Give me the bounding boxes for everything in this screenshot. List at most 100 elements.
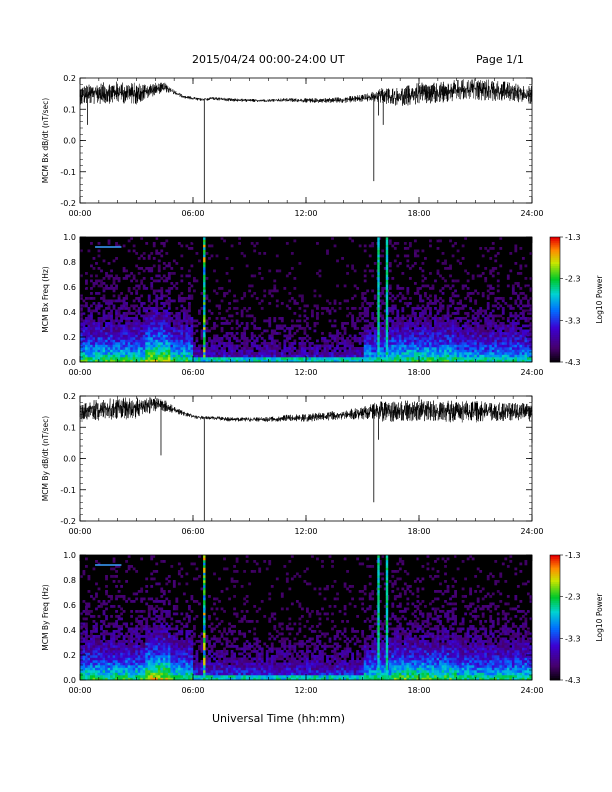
heatmap-cell: [223, 344, 226, 348]
colorbar-segment: [550, 247, 560, 250]
heatmap-cell: [92, 620, 96, 623]
heatmap-cell: [182, 327, 186, 330]
heatmap-cell: [343, 332, 347, 335]
heatmap-cell: [464, 317, 468, 320]
heatmap-cell: [125, 342, 129, 345]
heatmap-cell: [190, 247, 194, 250]
heatmap-cell: [147, 327, 151, 330]
heatmap-cell: [150, 287, 154, 290]
heatmap-cell: [157, 319, 161, 323]
band-cell: [385, 334, 389, 338]
heatmap-cell: [132, 675, 136, 678]
heatmap-cell: [105, 657, 108, 661]
heatmap-cell: [416, 354, 420, 358]
heatmap-cell: [446, 309, 450, 313]
heatmap-cell: [371, 322, 375, 325]
heatmap-cell: [471, 314, 475, 318]
heatmap-cell: [486, 354, 490, 358]
heatmap-cell: [258, 344, 262, 348]
heatmap-cell: [506, 334, 510, 338]
heatmap-cell: [436, 332, 440, 335]
heatmap-cell: [175, 287, 179, 290]
heatmap-cell: [137, 662, 141, 666]
band-cell: [377, 349, 380, 353]
heatmap-cell: [102, 294, 106, 298]
heatmap-cell: [82, 647, 86, 651]
heatmap-cell: [383, 309, 387, 313]
heatmap-cell: [135, 660, 139, 663]
heatmap-cell: [115, 359, 118, 363]
heatmap-cell: [105, 287, 108, 290]
heatmap-cell: [300, 344, 304, 348]
heatmap-cell: [313, 294, 317, 298]
heatmap-cell: [160, 359, 164, 363]
heatmap-cell: [132, 665, 136, 668]
heatmap-cell: [117, 327, 121, 330]
heatmap-cell: [177, 294, 181, 298]
heatmap-cell: [476, 314, 480, 318]
heatmap-cell: [210, 327, 214, 330]
band-cell: [203, 332, 206, 335]
heatmap-cell: [298, 324, 302, 328]
heatmap-cell: [514, 324, 518, 328]
heatmap-cell: [80, 339, 83, 343]
heatmap-cell: [474, 332, 478, 335]
heatmap-cell: [147, 342, 151, 345]
heatmap-cell: [238, 357, 242, 360]
heatmap-cell: [491, 337, 495, 340]
band-cell: [385, 287, 389, 290]
heatmap-cell: [416, 339, 420, 343]
heatmap-cell: [160, 352, 164, 355]
heatmap-cell: [293, 312, 297, 315]
heatmap-cell: [130, 657, 134, 661]
heatmap-cell: [316, 314, 319, 318]
heatmap-cell: [243, 254, 247, 258]
heatmap-cell: [82, 329, 86, 333]
heatmap-cell: [238, 344, 242, 348]
heatmap-cell: [82, 319, 86, 323]
heatmap-cell: [419, 329, 422, 333]
heatmap-cell: [250, 352, 254, 355]
heatmap-cell: [258, 272, 262, 275]
band-cell: [377, 272, 380, 275]
heatmap-cell: [137, 667, 141, 671]
heatmap-cell: [434, 322, 437, 325]
heatmap-cell: [112, 640, 116, 643]
heatmap-cell: [223, 359, 226, 363]
heatmap-cell: [459, 334, 462, 338]
heatmap-cell: [368, 342, 372, 345]
heatmap-cell: [135, 672, 139, 676]
heatmap-cell: [481, 292, 485, 295]
heatmap-cell: [177, 357, 181, 360]
heatmap-cell: [115, 349, 118, 353]
heatmap-cell: [358, 337, 362, 340]
heatmap-cell: [401, 327, 405, 330]
heatmap-cell: [105, 329, 108, 333]
heatmap-cell: [125, 675, 129, 678]
heatmap-cell: [491, 304, 495, 308]
heatmap-cell: [348, 352, 352, 355]
heatmap-cell: [381, 347, 385, 350]
heatmap-cell: [393, 337, 397, 340]
heatmap-cell: [90, 332, 93, 335]
band-cell: [385, 249, 389, 253]
heatmap-cell: [393, 329, 397, 333]
heatmap-cell: [521, 329, 525, 333]
heatmap-cell: [439, 307, 442, 310]
heatmap-cell: [411, 359, 415, 363]
heatmap-cell: [102, 630, 106, 633]
heatmap-cell: [117, 329, 121, 333]
heatmap-cell: [363, 357, 367, 360]
heatmap-cell: [152, 307, 156, 310]
heatmap-cell: [524, 294, 528, 298]
heatmap-cell: [87, 359, 91, 363]
heatmap-cell: [135, 662, 139, 666]
heatmap-cell: [413, 357, 417, 360]
heatmap-cell: [208, 299, 211, 303]
heatmap-cell: [97, 605, 101, 608]
heatmap-cell: [90, 662, 93, 666]
heatmap-cell: [132, 652, 136, 656]
heatmap-cell: [95, 274, 98, 278]
heatmap-cell: [285, 327, 289, 330]
heatmap-cell: [155, 327, 159, 330]
